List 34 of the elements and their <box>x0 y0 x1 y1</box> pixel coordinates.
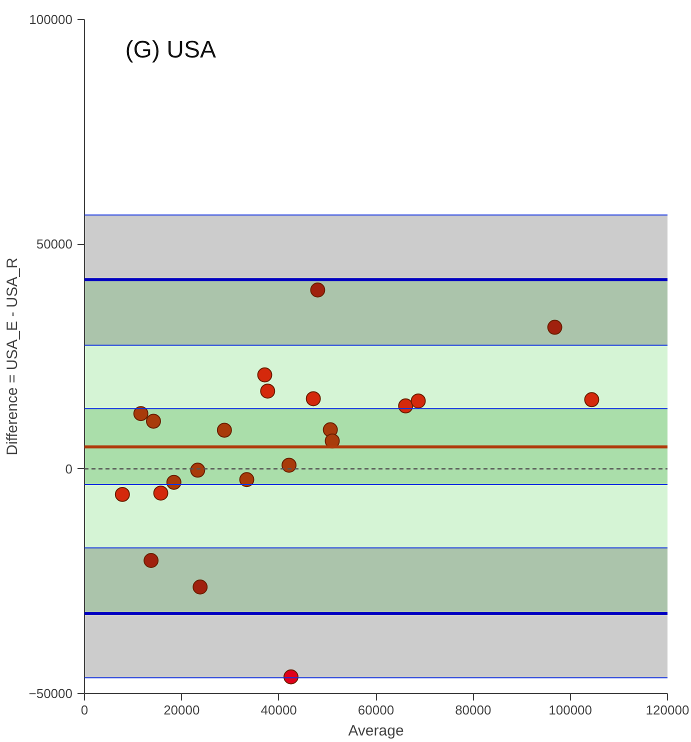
x-tick-label: 20000 <box>164 702 200 718</box>
y-tick-label: 50000 <box>36 236 73 252</box>
point <box>310 282 326 298</box>
point <box>260 384 276 399</box>
y-axis-title: Difference = USA_E - USA_R <box>4 257 21 456</box>
point <box>410 394 426 408</box>
point <box>283 669 298 684</box>
point <box>216 422 232 438</box>
point <box>584 392 600 408</box>
point <box>133 406 148 422</box>
point <box>146 414 161 429</box>
point <box>144 553 159 568</box>
point <box>239 472 254 488</box>
x-tick-label: 60000 <box>358 702 394 718</box>
x-tick-label: 100000 <box>548 702 592 718</box>
y-tick-label: −50000 <box>28 686 73 701</box>
point <box>398 398 414 414</box>
point <box>166 474 182 490</box>
x-tick-label: 0 <box>80 702 88 718</box>
point <box>114 486 130 502</box>
y-tick-label: 100000 <box>29 12 73 27</box>
point <box>547 320 562 335</box>
text: (G) USA <box>125 36 216 64</box>
point <box>282 458 297 473</box>
y-tick-label: 0 <box>65 461 73 476</box>
point <box>153 486 168 501</box>
point <box>306 391 321 406</box>
point <box>190 462 206 478</box>
x-tick-label: 120000 <box>646 702 690 718</box>
x-axis-title: Average <box>348 722 404 740</box>
point <box>257 367 272 382</box>
point <box>192 580 208 594</box>
x-tick-label: 40000 <box>260 702 297 718</box>
x-tick-label: 80000 <box>455 702 492 718</box>
